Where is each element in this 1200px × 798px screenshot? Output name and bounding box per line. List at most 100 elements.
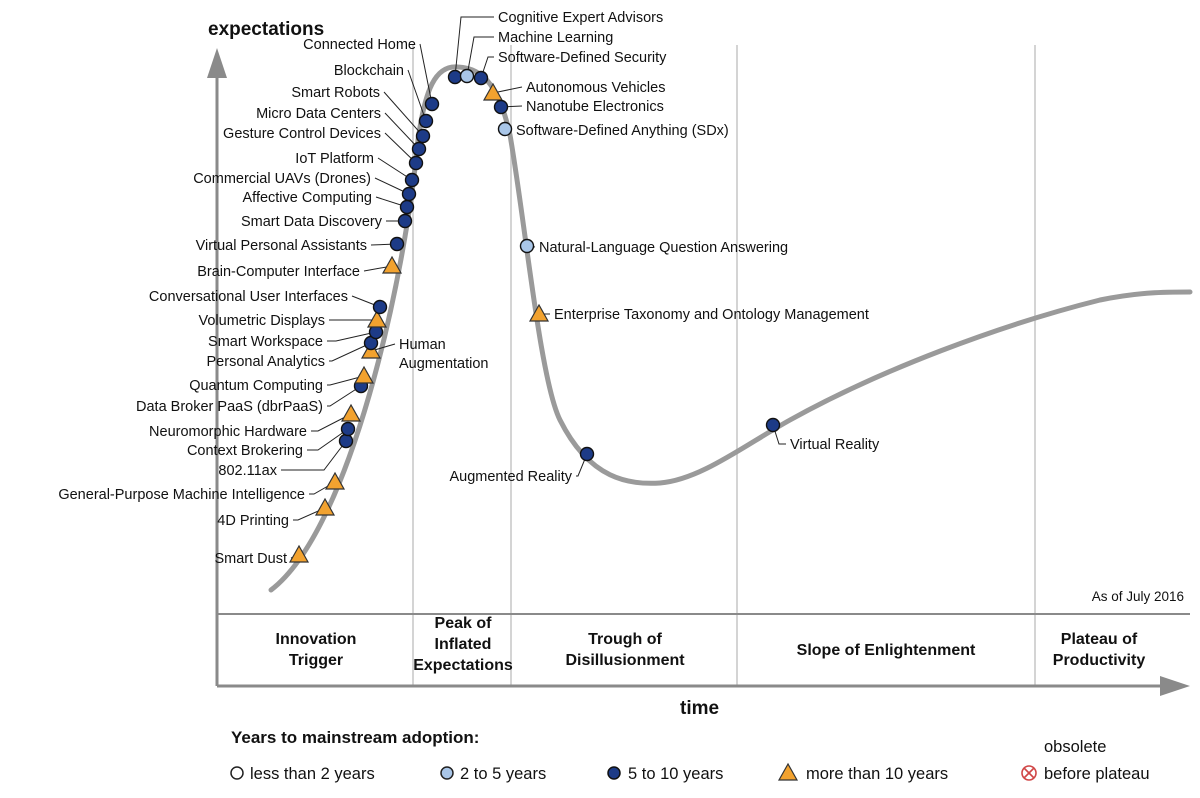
- leader-line-machine-learning: [466, 36, 494, 77]
- label-conversational-user-interfaces: Conversational User Interfaces: [149, 289, 348, 305]
- legend-marker-obsolete: [1021, 765, 1037, 781]
- leader-line-micro-data-centers: [384, 112, 420, 150]
- label-nanotube-electronics: Nanotube Electronics: [526, 99, 664, 115]
- phase-dividers: [412, 45, 1036, 686]
- label-smart-workspace: Smart Workspace: [208, 334, 323, 350]
- label-software-defined-security: Software-Defined Security: [498, 50, 667, 66]
- marker-802-11ax: [338, 433, 354, 449]
- legend-marker-gt10: [777, 762, 799, 781]
- y-axis-title: expectations: [208, 19, 324, 40]
- marker-neuromorphic-hardware: [340, 403, 362, 422]
- label-volumetric-displays: Volumetric Displays: [198, 313, 325, 329]
- leader-line-smart-workspace: [327, 331, 377, 342]
- leader-line-context-brokering: [307, 428, 349, 451]
- technology-labels: Smart Dust 4D Printing General-Purpose Mac…: [58, 10, 880, 567]
- leader-line-connected-home: [419, 43, 433, 105]
- marker-brain-computer-interface: [381, 255, 403, 274]
- label-blockchain: Blockchain: [334, 63, 404, 79]
- label-software-defined-anything-sdx: Software-Defined Anything (SDx): [516, 123, 729, 139]
- label-context-brokering: Context Brokering: [187, 443, 303, 459]
- marker-augmented-reality: [579, 446, 595, 462]
- label-gesture-control-devices: Gesture Control Devices: [223, 126, 381, 142]
- leader-line-neuromorphic-hardware: [311, 413, 352, 432]
- label-autonomous-vehicles: Autonomous Vehicles: [526, 80, 665, 96]
- label-smart-robots: Smart Robots: [291, 85, 380, 101]
- phase-label-5: Plateau of Productivity: [1053, 631, 1146, 669]
- leader-line-data-broker-paas-dbrpaas: [327, 385, 362, 407]
- label-data-broker-paas-dbrpaas: Data Broker PaaS (dbrPaaS): [136, 399, 323, 415]
- label-enterprise-taxonomy-and-ontology-management: Enterprise Taxonomy and Ontology Managem…: [554, 307, 869, 323]
- marker-virtual-reality: [765, 417, 781, 433]
- leader-line-smart-robots: [383, 91, 424, 137]
- marker-general-purpose-machine-intelligence: [324, 471, 346, 490]
- label-general-purpose-machine-intelligence: General-Purpose Machine Intelligence: [58, 487, 305, 503]
- label-smart-dust: Smart Dust: [214, 551, 287, 567]
- marker-commercial-uavs-drones: [401, 186, 417, 202]
- label-neuromorphic-hardware: Neuromorphic Hardware: [149, 424, 307, 440]
- label-virtual-reality: Virtual Reality: [790, 437, 880, 453]
- legend-label-lt2: less than 2 years: [250, 765, 375, 783]
- marker-smart-data-discovery: [397, 213, 413, 229]
- legend-label-obsolete-line2: before plateau: [1044, 765, 1150, 783]
- axes: [207, 48, 1190, 696]
- marker-micro-data-centers: [411, 141, 427, 157]
- x-axis-title: time: [680, 698, 719, 719]
- marker-smart-robots: [415, 128, 431, 144]
- marker-smart-dust: [288, 544, 310, 563]
- legend-marker-lt2: [230, 766, 244, 780]
- phase-label-1: Innovation Trigger: [276, 631, 357, 669]
- leader-line-quantum-computing: [327, 375, 365, 386]
- marker-autonomous-vehicles: [482, 82, 504, 101]
- marker-machine-learning: [459, 68, 475, 84]
- leader-line-software-defined-security: [480, 56, 494, 79]
- marker-software-defined-security: [473, 70, 489, 86]
- legend-label-obsolete-line1: obsolete: [1044, 738, 1106, 756]
- marker-gesture-control-devices: [408, 155, 424, 171]
- phase-labels: Innovation Trigger Peak of Inflated Expectat…: [276, 615, 1146, 674]
- label-personal-analytics: Personal Analytics: [207, 354, 325, 370]
- marker-connected-home: [424, 96, 440, 112]
- x-axis-arrow-icon: [1160, 676, 1190, 696]
- leader-line-cognitive-expert-advisors: [454, 16, 494, 78]
- label-iot-platform: IoT Platform: [295, 151, 374, 167]
- leader-line-802-11ax: [281, 440, 347, 471]
- marker-nanotube-electronics: [493, 99, 509, 115]
- marker-natural-language-question-answering: [519, 238, 535, 254]
- label-brain-computer-interface: Brain-Computer Interface: [197, 264, 360, 280]
- legend-label-gt10: more than 10 years: [806, 765, 948, 783]
- marker-affective-computing: [399, 199, 415, 215]
- label-connected-home: Connected Home: [303, 37, 416, 53]
- y-axis-arrow-icon: [207, 48, 227, 78]
- leader-line-4d-printing: [293, 507, 326, 521]
- marker-4d-printing: [314, 497, 336, 516]
- leader-lines: [281, 16, 786, 559]
- leader-line-blockchain: [407, 69, 427, 122]
- legend: Years to mainstream adoption: less than …: [230, 728, 1150, 783]
- marker-iot-platform: [404, 172, 420, 188]
- marker-quantum-computing: [353, 365, 375, 384]
- label-human-augmentation: Human Augmentation: [399, 337, 488, 372]
- label-quantum-computing: Quantum Computing: [189, 378, 323, 394]
- marker-context-brokering: [340, 421, 356, 437]
- marker-virtual-personal-assistants: [389, 236, 405, 252]
- marker-blockchain: [418, 113, 434, 129]
- legend-marker-2to5: [440, 766, 454, 780]
- marker-volumetric-displays: [366, 309, 388, 328]
- label-augmented-reality: Augmented Reality: [449, 469, 572, 485]
- label-802-11ax: 802.11ax: [218, 463, 277, 479]
- hype-curve: [268, 64, 1193, 593]
- leader-line-personal-analytics: [329, 342, 372, 362]
- marker-cognitive-expert-advisors: [447, 69, 463, 85]
- marker-enterprise-taxonomy-and-ontology-management: [528, 303, 550, 322]
- label-cognitive-expert-advisors: Cognitive Expert Advisors: [498, 10, 663, 26]
- marker-conversational-user-interfaces: [372, 299, 388, 315]
- label-natural-language-question-answering: Natural-Language Question Answering: [539, 240, 788, 256]
- legend-label-2to5: 2 to 5 years: [460, 765, 546, 783]
- phase-label-3: Trough of Disillusionment: [565, 631, 685, 669]
- phase-label-4: Slope of Enlightenment: [797, 642, 976, 659]
- label-virtual-personal-assistants: Virtual Personal Assistants: [196, 238, 367, 254]
- label-affective-computing: Affective Computing: [243, 190, 373, 206]
- label-4d-printing: 4D Printing: [217, 513, 289, 529]
- technology-markers: [288, 68, 781, 563]
